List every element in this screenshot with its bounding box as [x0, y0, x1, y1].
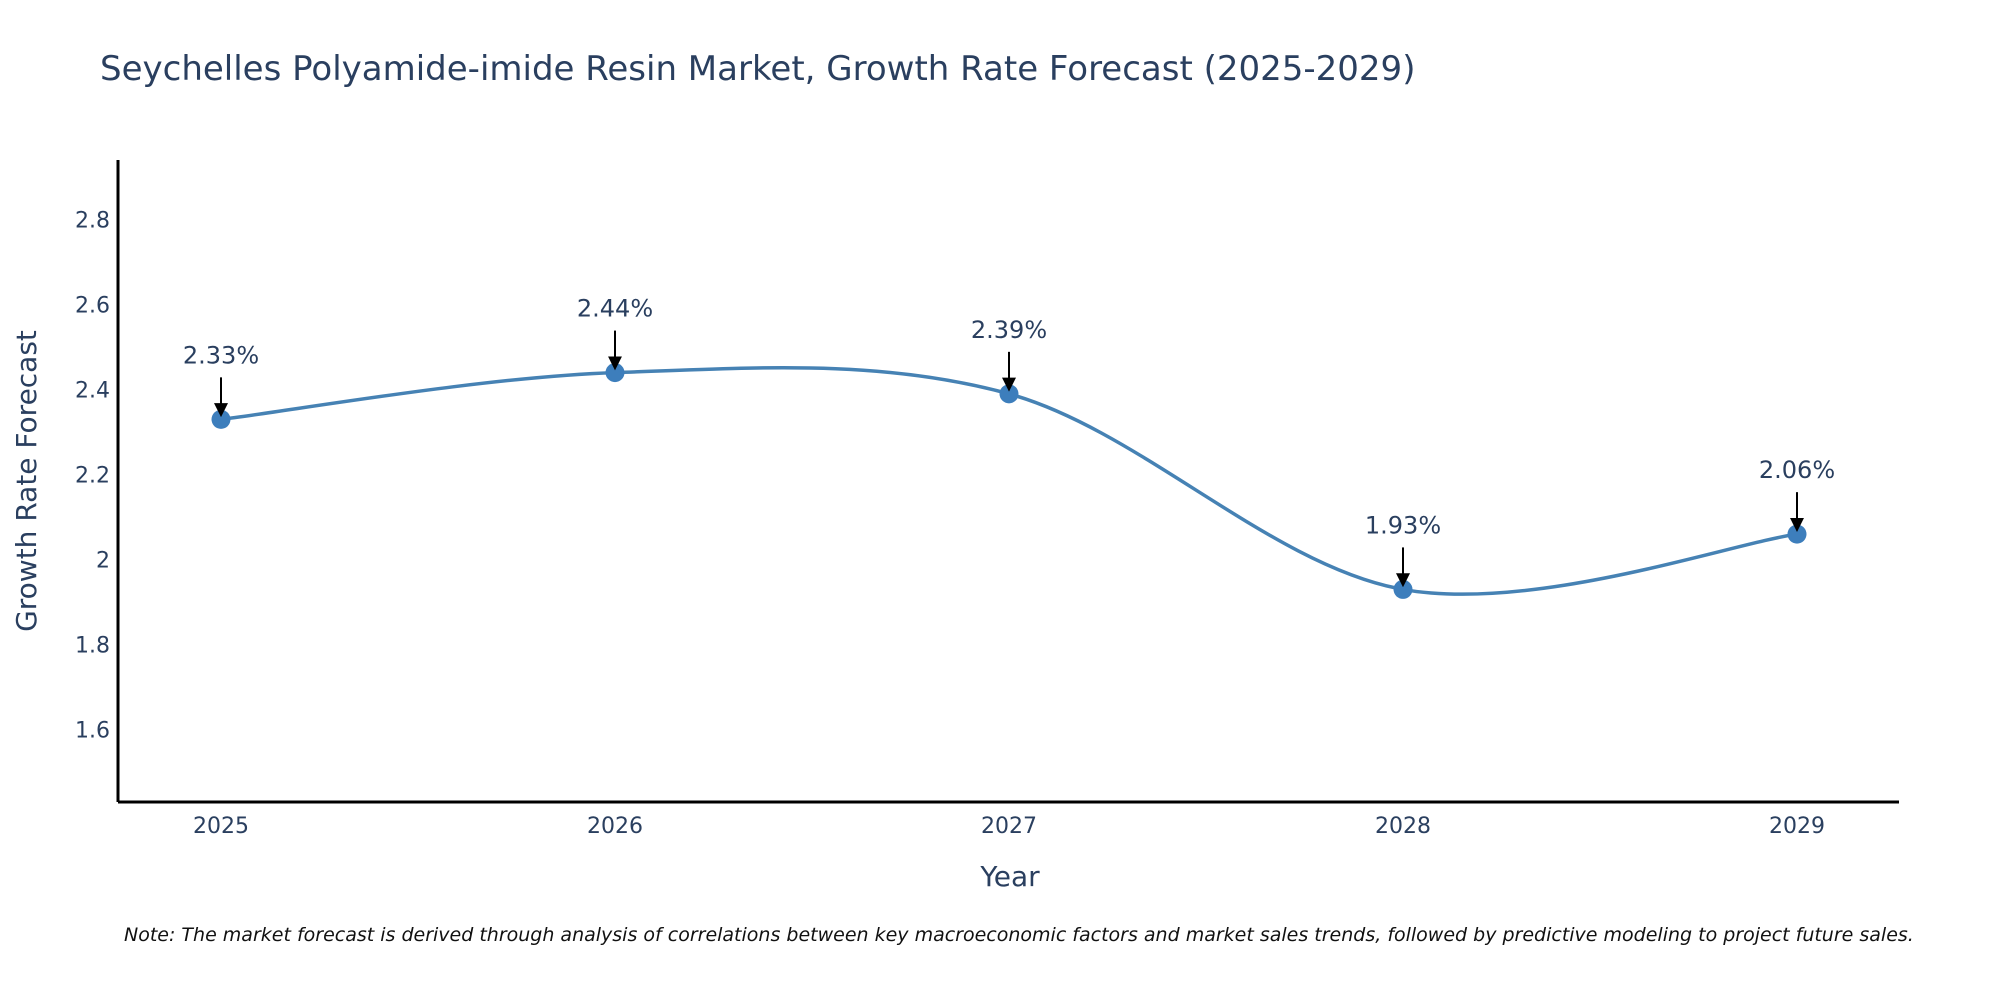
series-line	[219, 366, 1799, 596]
x-tick-label: 2025	[193, 814, 249, 839]
data-label: 2.33%	[183, 341, 259, 369]
x-tick-label: 2028	[1375, 814, 1431, 839]
data-label: 2.06%	[1759, 456, 1835, 484]
y-tick-label: 2.8	[75, 209, 110, 234]
y-tick-label: 2.6	[75, 294, 110, 319]
x-axis-title: Year	[979, 860, 1040, 893]
x-tick-label: 2029	[1769, 814, 1825, 839]
chart-title: Seychelles Polyamide-imide Resin Market,…	[100, 49, 1415, 89]
y-axis-title: Growth Rate Forecast	[10, 330, 43, 632]
data-label: 2.44%	[577, 295, 653, 323]
y-tick-label: 2	[96, 549, 110, 574]
plot-layer: 1.6 1.8 2 2.2 2.4 2.6 2.8 2025 2026 2027 2028 2029 2…	[75, 209, 1835, 839]
y-tick-label: 2.2	[75, 464, 110, 489]
data-label: 1.93%	[1365, 511, 1441, 539]
chart-note: Note: The market forecast is derived thr…	[124, 924, 1914, 946]
x-tick-label: 2027	[981, 814, 1037, 839]
y-tick-label: 2.4	[75, 379, 110, 404]
data-label: 2.39%	[971, 316, 1047, 344]
y-tick-label: 1.6	[75, 719, 110, 744]
y-tick-label: 1.8	[75, 634, 110, 659]
x-tick-label: 2026	[587, 814, 643, 839]
